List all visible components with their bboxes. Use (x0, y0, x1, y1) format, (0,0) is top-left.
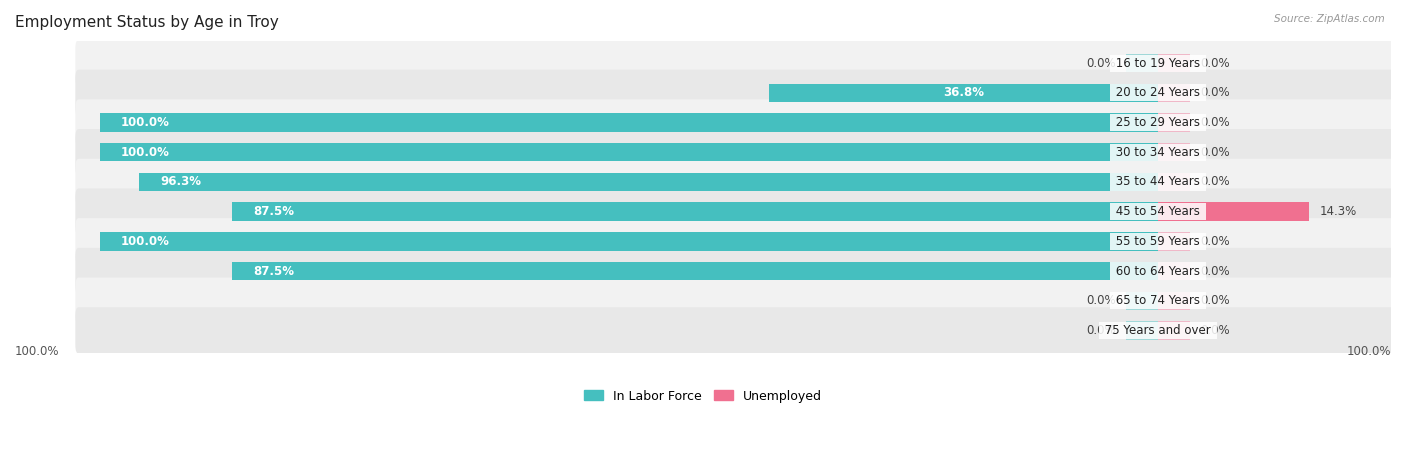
Bar (100, 143, 1159, 161)
FancyBboxPatch shape (76, 248, 1395, 294)
Text: 0.0%: 0.0% (1201, 265, 1230, 277)
Text: 100.0%: 100.0% (121, 116, 170, 129)
Bar (1159, 321, 1189, 340)
Text: Employment Status by Age in Troy: Employment Status by Age in Troy (15, 15, 278, 30)
Text: 0.0%: 0.0% (1201, 324, 1230, 337)
Bar (1159, 202, 1309, 221)
Text: 0.0%: 0.0% (1087, 324, 1116, 337)
Text: 30 to 34 Years: 30 to 34 Years (1112, 146, 1204, 159)
Text: 60 to 64 Years: 60 to 64 Years (1112, 265, 1204, 277)
Bar (1159, 262, 1189, 280)
Text: 0.0%: 0.0% (1201, 86, 1230, 99)
FancyBboxPatch shape (76, 129, 1395, 175)
Text: 55 to 59 Years: 55 to 59 Years (1112, 235, 1204, 248)
Bar (769, 83, 1159, 102)
Text: 20 to 24 Years: 20 to 24 Years (1112, 86, 1204, 99)
FancyBboxPatch shape (76, 40, 1395, 86)
FancyBboxPatch shape (76, 99, 1395, 146)
Text: 0.0%: 0.0% (1201, 57, 1230, 69)
Bar (1159, 291, 1189, 310)
Bar (1126, 291, 1159, 310)
Text: 0.0%: 0.0% (1201, 116, 1230, 129)
Bar (1159, 173, 1189, 191)
FancyBboxPatch shape (76, 277, 1395, 324)
Legend: In Labor Force, Unemployed: In Labor Force, Unemployed (583, 390, 823, 403)
Bar (100, 113, 1159, 132)
FancyBboxPatch shape (76, 159, 1395, 205)
Text: 16 to 19 Years: 16 to 19 Years (1112, 57, 1204, 69)
Text: 0.0%: 0.0% (1201, 146, 1230, 159)
Text: 75 Years and over: 75 Years and over (1101, 324, 1215, 337)
Text: Source: ZipAtlas.com: Source: ZipAtlas.com (1274, 14, 1385, 23)
Bar (139, 173, 1159, 191)
Bar (1159, 54, 1189, 72)
Text: 65 to 74 Years: 65 to 74 Years (1112, 294, 1204, 307)
Text: 14.3%: 14.3% (1320, 205, 1357, 218)
Text: 0.0%: 0.0% (1201, 235, 1230, 248)
Bar (232, 202, 1159, 221)
FancyBboxPatch shape (76, 218, 1395, 264)
Text: 0.0%: 0.0% (1087, 57, 1116, 69)
FancyBboxPatch shape (76, 307, 1395, 354)
Text: 36.8%: 36.8% (943, 86, 984, 99)
Bar (1126, 321, 1159, 340)
Text: 0.0%: 0.0% (1201, 175, 1230, 189)
Text: 100.0%: 100.0% (121, 235, 170, 248)
Bar (1126, 54, 1159, 72)
Text: 87.5%: 87.5% (253, 265, 294, 277)
Bar (1159, 113, 1189, 132)
Text: 100.0%: 100.0% (15, 345, 59, 358)
Bar (232, 262, 1159, 280)
Text: 0.0%: 0.0% (1201, 294, 1230, 307)
Text: 45 to 54 Years: 45 to 54 Years (1112, 205, 1204, 218)
Bar (1159, 143, 1189, 161)
Text: 87.5%: 87.5% (253, 205, 294, 218)
Bar (1159, 83, 1189, 102)
Text: 35 to 44 Years: 35 to 44 Years (1112, 175, 1204, 189)
FancyBboxPatch shape (76, 189, 1395, 235)
Text: 100.0%: 100.0% (1347, 345, 1391, 358)
Bar (100, 232, 1159, 251)
Text: 96.3%: 96.3% (160, 175, 201, 189)
FancyBboxPatch shape (76, 70, 1395, 116)
Bar (1159, 232, 1189, 251)
Text: 100.0%: 100.0% (121, 146, 170, 159)
Text: 0.0%: 0.0% (1087, 294, 1116, 307)
Text: 25 to 29 Years: 25 to 29 Years (1112, 116, 1204, 129)
